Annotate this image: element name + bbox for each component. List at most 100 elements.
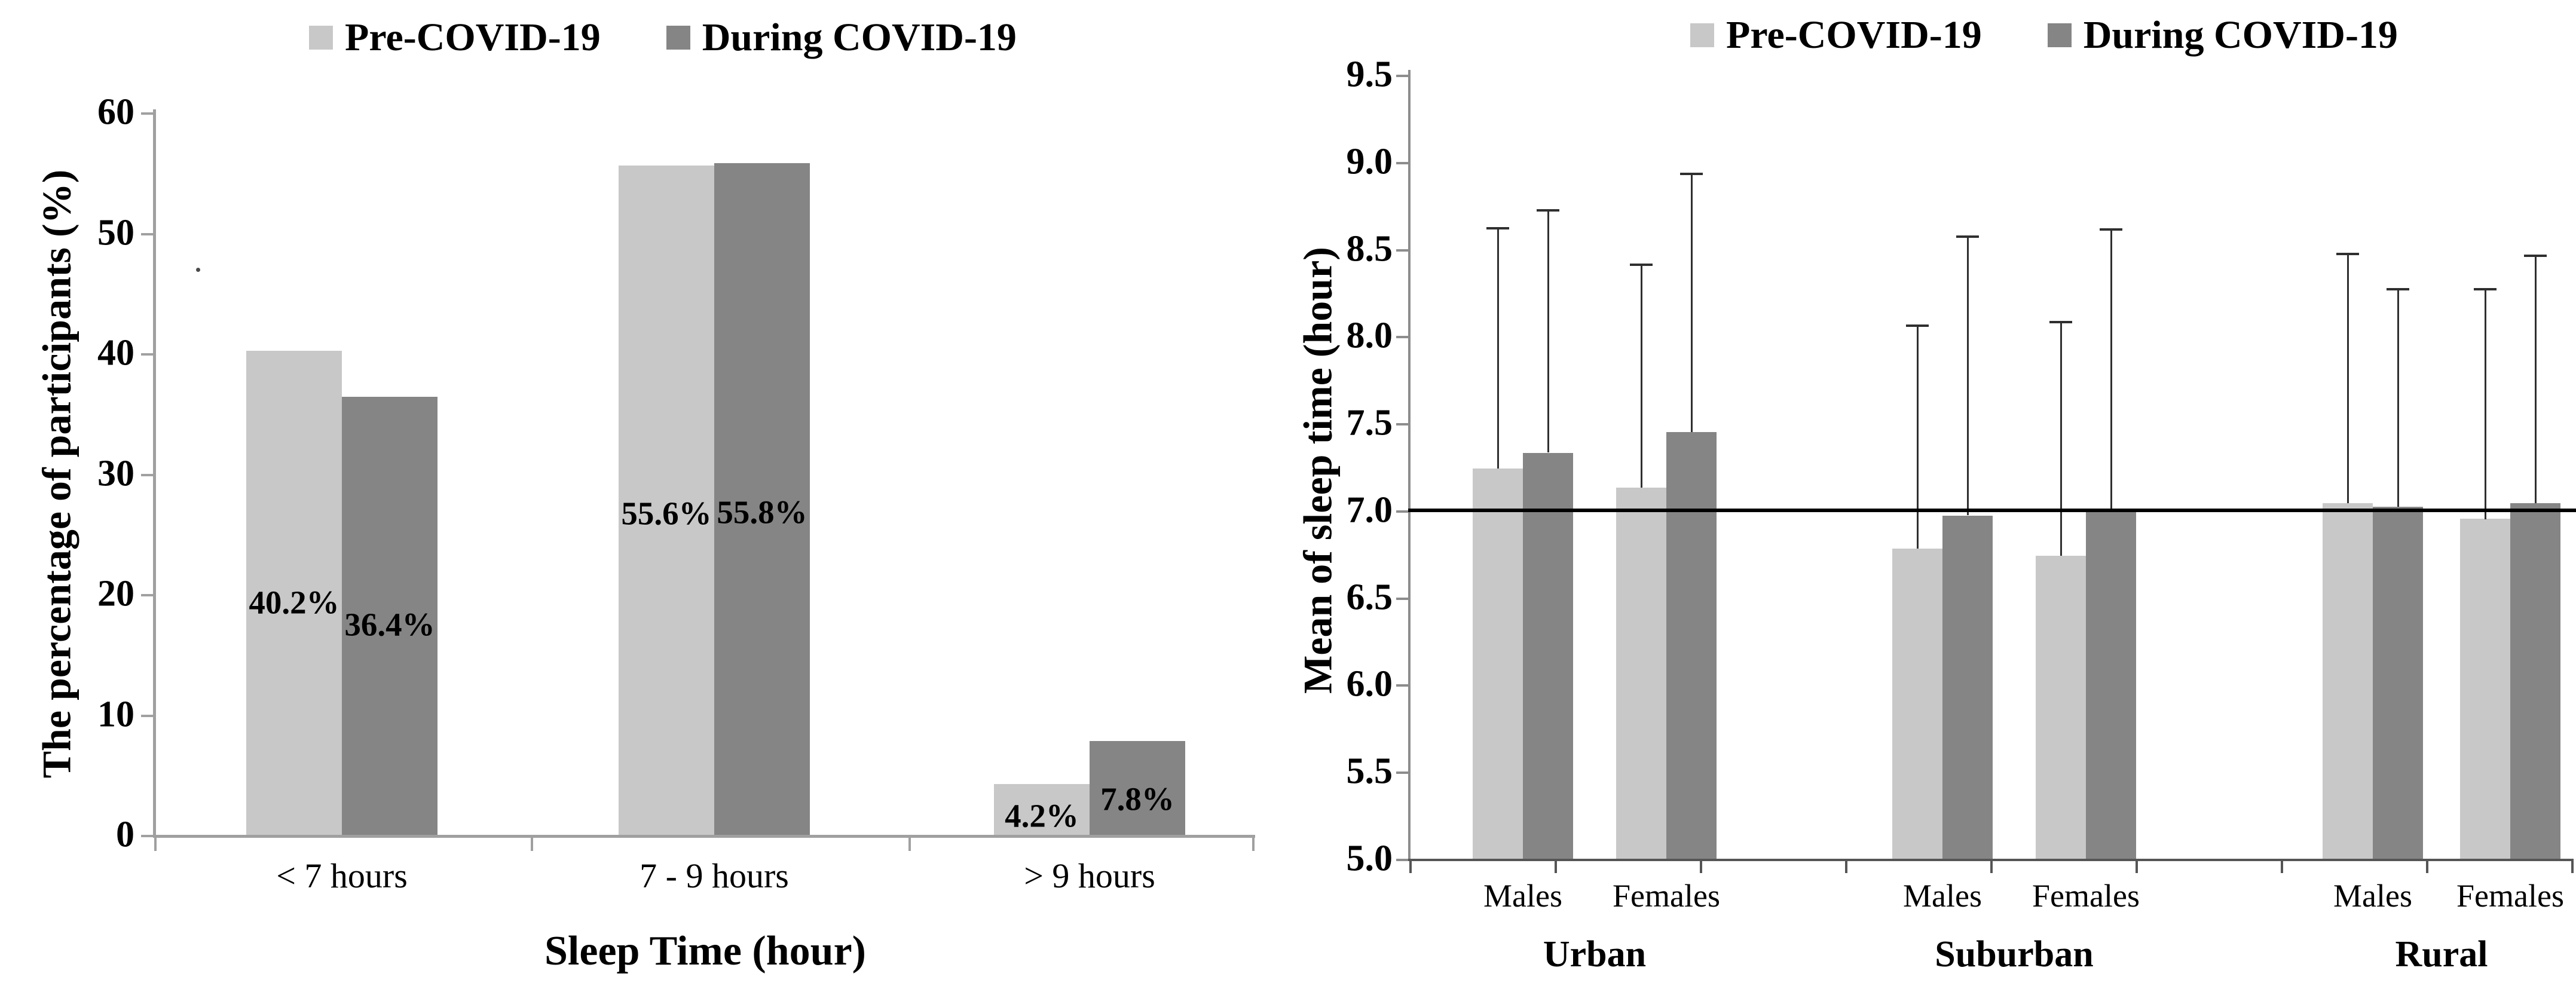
- right-x-tick: [1845, 861, 1847, 873]
- left-y-tick-label: 10: [97, 694, 134, 735]
- artifact-dot: [196, 268, 200, 272]
- left-y-tick-label: 0: [116, 814, 134, 855]
- right-y-axis: [1408, 70, 1411, 861]
- legend-item-during-covid: During COVID-19: [2047, 13, 2398, 58]
- x-subcategory-label: Females: [1613, 878, 1720, 914]
- error-bar-cap: [2336, 253, 2359, 255]
- x-subcategory-label: Males: [1483, 878, 1562, 914]
- left-y-tick: [141, 353, 153, 356]
- left-y-tick-label: 20: [97, 573, 134, 614]
- during-covid-swatch-icon: [2047, 23, 2072, 47]
- left-y-tick: [141, 474, 153, 476]
- left-y-tick-label: 30: [97, 453, 134, 494]
- right-y-tick-label: 9.0: [1346, 141, 1393, 182]
- right-y-tick: [1396, 510, 1408, 513]
- right-chart-panel: Pre-COVID-19 During COVID-19 Mean of sle…: [1273, 0, 2576, 992]
- left-y-tick: [141, 715, 153, 717]
- bar-during-covid: [2086, 510, 2136, 859]
- error-bar-stem: [2347, 254, 2349, 503]
- error-bar-stem: [1547, 210, 1549, 452]
- left-x-tick: [531, 838, 533, 851]
- error-bar-stem: [1691, 174, 1693, 432]
- bar-value-label: 40.2%: [249, 584, 339, 621]
- error-bar-cap: [1486, 227, 1509, 229]
- bar-during-covid: [2510, 503, 2560, 859]
- left-y-axis: [153, 109, 156, 838]
- error-bar-stem: [2535, 256, 2537, 503]
- bar-pre-covid: [1616, 488, 1666, 859]
- error-bar-stem: [2485, 289, 2486, 519]
- left-legend: Pre-COVID-19 During COVID-19: [112, 11, 1213, 65]
- error-bar-cap: [2100, 228, 2122, 231]
- bar-value-label: 7.8%: [1100, 780, 1174, 818]
- left-x-tick: [1252, 838, 1255, 851]
- bar-value-label: 36.4%: [344, 606, 435, 643]
- bar-value-label: 4.2%: [1005, 797, 1079, 834]
- x-group-label: Rural: [2395, 934, 2488, 975]
- right-x-tick: [1555, 861, 1557, 873]
- right-y-tick: [1396, 75, 1408, 77]
- bar-value-label: 55.8%: [717, 494, 807, 531]
- error-bar-cap: [2049, 321, 2072, 323]
- legend-label: During COVID-19: [702, 16, 1017, 59]
- bar-pre-covid: [619, 166, 714, 835]
- error-bar-cap: [2474, 288, 2497, 290]
- right-x-tick: [2281, 861, 2283, 873]
- bar-pre-covid: [1892, 549, 1942, 859]
- pre-covid-swatch-icon: [309, 26, 334, 50]
- x-category-label: > 9 hours: [1024, 856, 1155, 895]
- bar-during-covid: [1942, 516, 1993, 859]
- bar-during-covid: [714, 163, 810, 835]
- error-bar-cap: [1906, 324, 1929, 327]
- error-bar-cap: [1680, 173, 1703, 175]
- left-y-tick-label: 40: [97, 332, 134, 373]
- right-y-tick: [1396, 336, 1408, 338]
- legend-item-pre-covid: Pre-COVID-19: [309, 15, 601, 60]
- bar-pre-covid: [1473, 469, 1523, 859]
- x-group-label: Suburban: [1935, 934, 2094, 975]
- reference-line-7h: [1408, 509, 2576, 512]
- right-y-tick-label: 7.0: [1346, 489, 1393, 531]
- right-x-tick: [2136, 861, 2138, 873]
- left-y-tick: [141, 112, 153, 115]
- x-subcategory-label: Females: [2032, 878, 2140, 914]
- bar-during-covid: [2373, 507, 2423, 859]
- legend-item-during-covid: During COVID-19: [666, 15, 1017, 60]
- right-x-axis: [1408, 859, 2574, 861]
- error-bar-cap: [1630, 264, 1653, 266]
- error-bar-stem: [2060, 322, 2062, 556]
- right-y-tick-label: 5.5: [1346, 751, 1393, 792]
- left-chart-panel: Pre-COVID-19 During COVID-19 The percent…: [0, 0, 1273, 992]
- right-y-tick-label: 6.5: [1346, 577, 1393, 618]
- right-y-tick: [1396, 162, 1408, 164]
- error-bar-cap: [2387, 288, 2409, 290]
- right-x-tick: [1409, 861, 1412, 873]
- legend-label: Pre-COVID-19: [1726, 13, 1982, 57]
- legend-item-pre-covid: Pre-COVID-19: [1690, 13, 1982, 58]
- right-y-axis-title: Mean of sleep time (hour): [1295, 247, 1341, 694]
- bar-pre-covid: [246, 351, 342, 835]
- error-bar-stem: [1497, 228, 1499, 469]
- pre-covid-swatch-icon: [1690, 23, 1715, 47]
- right-x-tick: [2571, 861, 2574, 873]
- x-subcategory-label: Males: [2333, 878, 2412, 914]
- error-bar-stem: [1641, 265, 1642, 488]
- right-x-tick: [1700, 861, 1702, 873]
- right-y-tick-label: 5.0: [1346, 838, 1393, 879]
- bar-pre-covid: [2036, 556, 2086, 859]
- error-bar-cap: [1537, 209, 1559, 212]
- right-y-tick-label: 8.5: [1346, 228, 1393, 270]
- x-subcategory-label: Females: [2456, 878, 2564, 914]
- right-y-tick: [1396, 859, 1408, 861]
- error-bar-cap: [1956, 235, 1979, 238]
- left-x-axis: [153, 835, 1255, 838]
- right-y-tick: [1396, 598, 1408, 600]
- bar-pre-covid: [994, 784, 1090, 835]
- x-category-label: < 7 hours: [276, 856, 408, 895]
- error-bar-cap: [2524, 255, 2547, 257]
- x-subcategory-label: Males: [1903, 878, 1982, 914]
- left-x-tick: [908, 838, 911, 851]
- x-category-label: 7 - 9 hours: [640, 856, 789, 895]
- left-y-tick: [141, 835, 153, 837]
- left-y-tick-label: 50: [97, 212, 134, 253]
